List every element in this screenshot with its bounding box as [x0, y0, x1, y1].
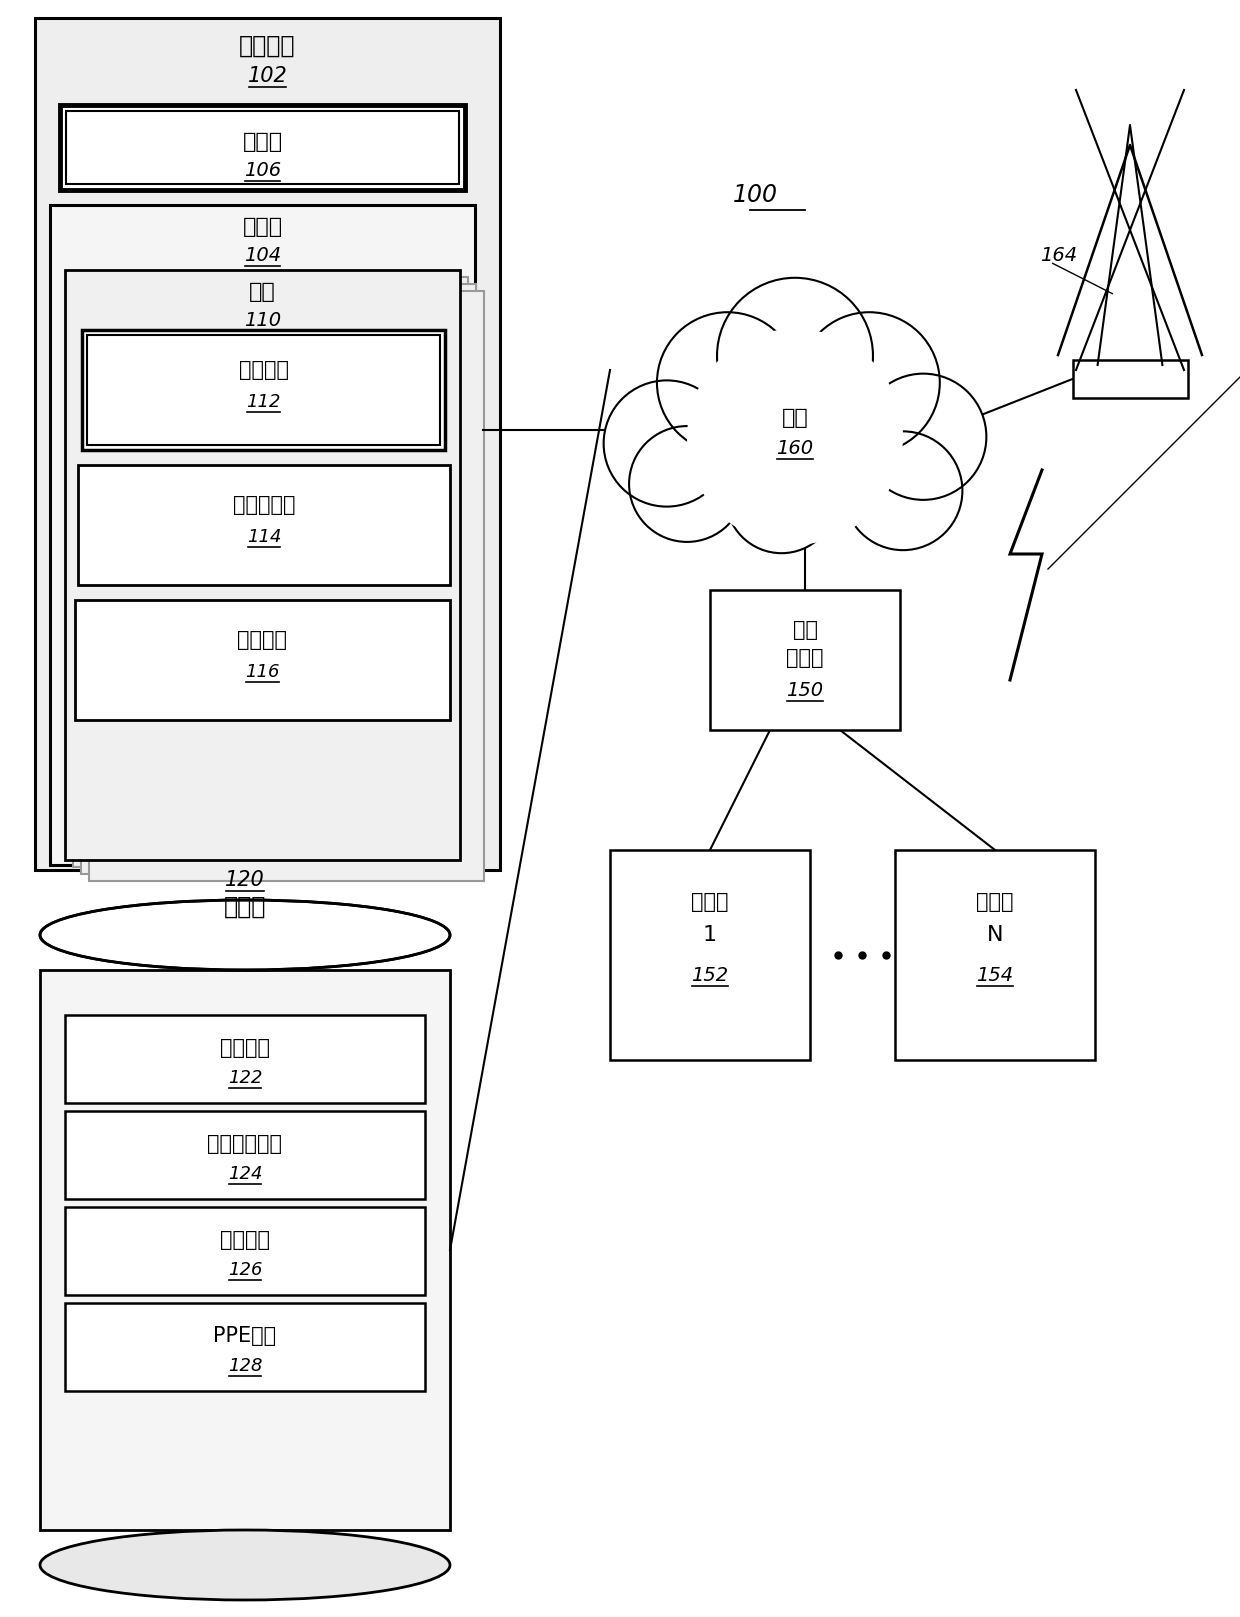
Bar — [73, 277, 467, 867]
Circle shape — [843, 432, 962, 550]
Bar — [895, 851, 1095, 1061]
Text: 110: 110 — [244, 310, 281, 330]
Text: 100: 100 — [733, 183, 777, 207]
Text: 处理器: 处理器 — [243, 133, 283, 152]
Text: 应用: 应用 — [249, 281, 275, 302]
Text: 暴露应用: 暴露应用 — [238, 361, 289, 380]
Bar — [60, 105, 465, 191]
Text: 数据分析: 数据分析 — [239, 34, 296, 58]
Circle shape — [629, 427, 745, 542]
Circle shape — [725, 441, 837, 553]
Text: 126: 126 — [228, 1261, 262, 1279]
Text: 通信器: 通信器 — [786, 648, 823, 668]
Text: 106: 106 — [244, 160, 281, 179]
Text: 管理应用: 管理应用 — [238, 631, 288, 650]
Text: 数据库: 数据库 — [223, 894, 267, 918]
Bar — [78, 466, 450, 585]
Bar — [81, 285, 476, 875]
Bar — [50, 205, 475, 865]
Ellipse shape — [40, 1530, 450, 1599]
Bar — [1073, 361, 1188, 398]
Text: 154: 154 — [976, 965, 1013, 985]
Text: 网络: 网络 — [781, 407, 808, 429]
Text: 1: 1 — [703, 925, 717, 944]
Circle shape — [687, 328, 903, 545]
Circle shape — [861, 374, 986, 500]
Bar — [64, 1015, 425, 1103]
Text: 152: 152 — [692, 965, 729, 985]
Bar — [66, 112, 459, 184]
Text: 安全: 安全 — [792, 619, 817, 640]
Bar — [82, 330, 445, 450]
Bar — [89, 291, 484, 881]
Text: 耳毒性应用: 耳毒性应用 — [233, 495, 295, 514]
Text: 存储器: 存储器 — [243, 217, 283, 238]
Circle shape — [604, 380, 730, 506]
Text: 150: 150 — [786, 681, 823, 700]
Text: 历史数据: 历史数据 — [219, 1231, 270, 1250]
Text: 112: 112 — [247, 393, 280, 411]
Text: PPE数据: PPE数据 — [213, 1326, 277, 1345]
Text: 122: 122 — [228, 1069, 262, 1087]
Ellipse shape — [40, 901, 450, 970]
Bar — [711, 590, 900, 729]
Text: 164: 164 — [1040, 246, 1078, 265]
Text: 102: 102 — [248, 66, 288, 86]
Ellipse shape — [42, 902, 448, 969]
Text: 120: 120 — [226, 870, 265, 889]
Text: 116: 116 — [246, 663, 280, 681]
Text: N: N — [987, 925, 1003, 944]
Bar — [74, 600, 450, 720]
Circle shape — [717, 278, 873, 433]
Bar — [64, 270, 460, 860]
Text: 相互作用数据: 相互作用数据 — [207, 1134, 283, 1155]
Text: 工人数据: 工人数据 — [219, 1038, 270, 1058]
Bar — [64, 1111, 425, 1198]
Circle shape — [657, 312, 799, 453]
Text: 160: 160 — [776, 438, 813, 458]
Bar — [87, 335, 440, 445]
Text: 104: 104 — [244, 246, 281, 265]
Text: 114: 114 — [247, 529, 281, 547]
Circle shape — [799, 312, 940, 453]
Bar — [40, 970, 450, 1530]
Bar — [610, 851, 810, 1061]
Bar — [64, 1303, 425, 1391]
Bar — [64, 1206, 425, 1295]
Text: 124: 124 — [228, 1164, 262, 1184]
Text: 传感器: 传感器 — [976, 893, 1014, 912]
Text: 传感器: 传感器 — [691, 893, 729, 912]
Bar — [35, 18, 500, 870]
Text: 128: 128 — [228, 1357, 262, 1374]
